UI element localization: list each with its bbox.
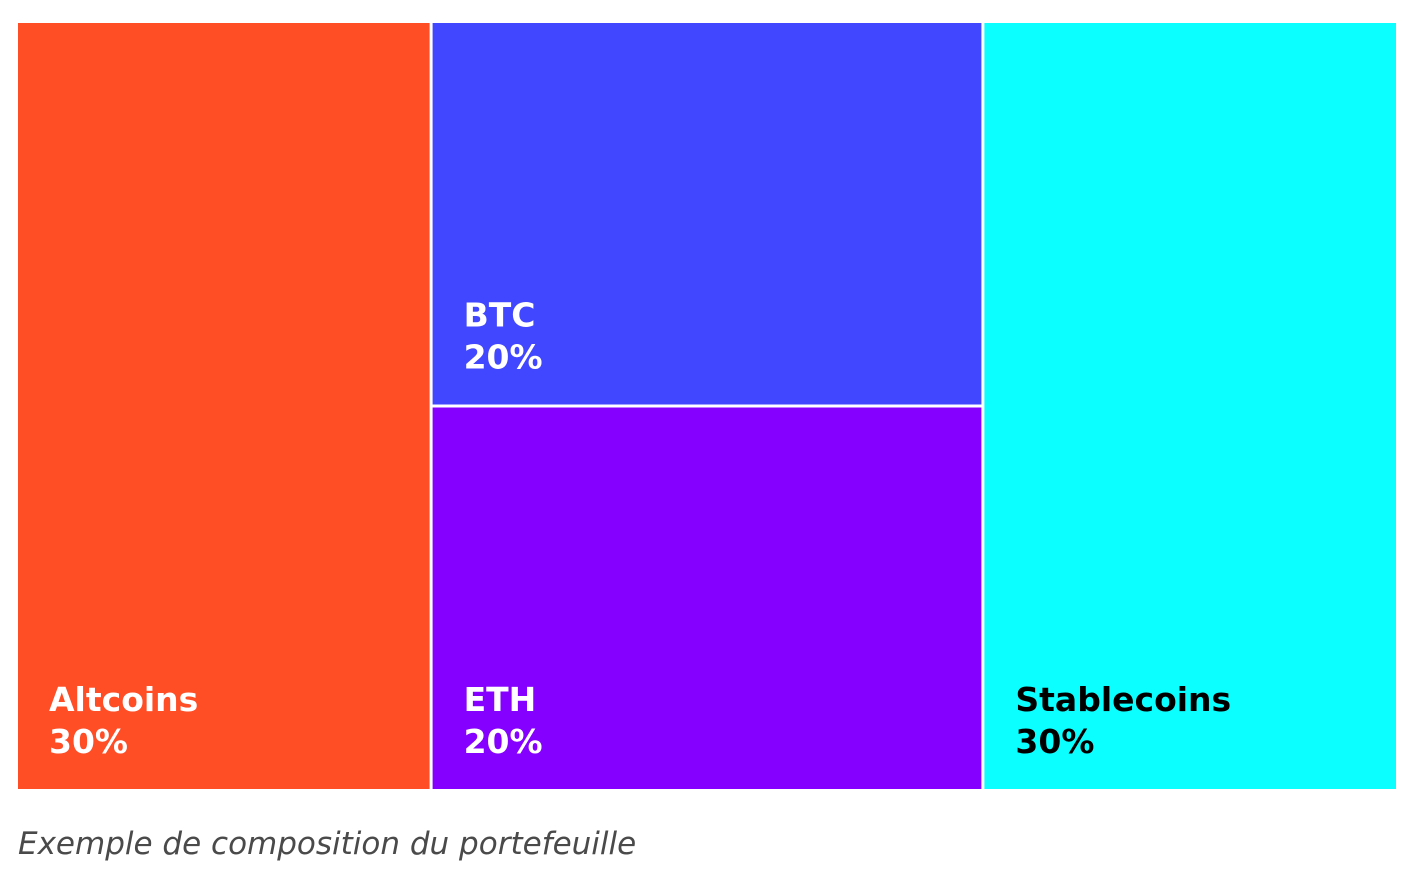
tile-name-eth: ETH [464, 680, 537, 719]
tile-name-altcoins: Altcoins [49, 680, 198, 719]
tile-value-stablecoins: 30% [1015, 722, 1094, 761]
tile-value-btc: 20% [464, 338, 543, 377]
tile-name-btc: BTC [464, 296, 536, 335]
tile-value-eth: 20% [464, 722, 543, 761]
treemap-tile-eth [432, 407, 982, 789]
treemap-tile-altcoins [18, 23, 430, 789]
treemap-tile-stablecoins [984, 23, 1396, 789]
tile-name-stablecoins: Stablecoins [1015, 680, 1231, 719]
treemap-tile-btc [432, 23, 982, 405]
chart-caption: Exemple de composition du portefeuille [18, 826, 637, 862]
tile-value-altcoins: 30% [49, 722, 128, 761]
